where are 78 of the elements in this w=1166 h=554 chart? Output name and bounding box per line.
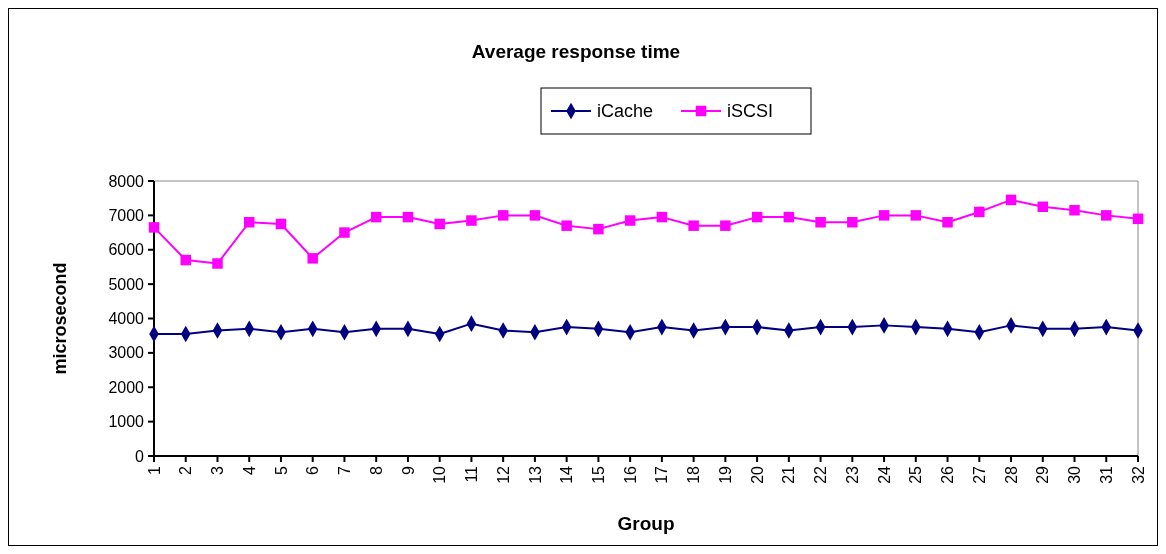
- legend-label: iSCSI: [727, 101, 774, 122]
- x-axis-title: Group: [617, 513, 675, 534]
- x-tick-label: 2: [177, 465, 195, 475]
- x-tick-label: 11: [463, 465, 481, 483]
- point: [815, 217, 826, 228]
- y-tick-label: 3000: [108, 344, 145, 362]
- point: [720, 220, 731, 231]
- x-tick-label: 14: [558, 465, 576, 484]
- x-tick-label: 12: [494, 465, 512, 484]
- chart-title: Average response time: [471, 41, 681, 62]
- point: [307, 253, 318, 264]
- point: [847, 217, 858, 228]
- x-tick-label: 4: [240, 465, 258, 475]
- point: [942, 217, 953, 228]
- x-tick-label: 21: [780, 465, 798, 484]
- point: [783, 211, 795, 223]
- point: [402, 211, 414, 223]
- point: [148, 222, 160, 233]
- point: [339, 227, 350, 238]
- point: [656, 211, 668, 223]
- y-tick-label: 0: [135, 447, 145, 465]
- point: [1069, 204, 1080, 216]
- point: [180, 254, 191, 266]
- x-tick-label: 32: [1129, 465, 1147, 484]
- point: [878, 210, 890, 221]
- x-tick-label: 26: [939, 465, 957, 484]
- y-tick-label: 7000: [108, 206, 145, 224]
- x-tick-label: 15: [589, 465, 607, 484]
- point: [561, 220, 572, 231]
- point: [751, 211, 763, 223]
- point: [974, 206, 985, 218]
- x-tick-label: 16: [621, 465, 639, 484]
- point: [497, 210, 509, 221]
- x-tick-label: 5: [272, 465, 290, 475]
- point: [529, 210, 541, 221]
- x-tick-label: 25: [907, 465, 925, 484]
- point: [1005, 194, 1017, 206]
- x-tick-label: 19: [716, 465, 734, 484]
- x-tick-label: 20: [748, 465, 766, 484]
- point: [243, 217, 255, 228]
- x-tick-label: 22: [812, 465, 830, 484]
- x-tick-label: 7: [336, 465, 354, 475]
- y-tick-label: 5000: [108, 275, 145, 293]
- point: [624, 215, 636, 226]
- x-tick-label: 8: [367, 465, 385, 475]
- point: [370, 211, 382, 223]
- x-tick-label: 17: [653, 465, 671, 484]
- x-tick-label: 30: [1066, 465, 1084, 484]
- point: [275, 218, 287, 230]
- x-tick-label: 24: [875, 465, 893, 484]
- y-tick-label: 4000: [108, 310, 145, 328]
- y-tick-label: 2000: [108, 378, 145, 396]
- x-tick-label: 6: [304, 465, 322, 475]
- point: [466, 215, 477, 226]
- x-tick-label: 13: [526, 465, 544, 484]
- x-tick-label: 1: [145, 465, 163, 475]
- y-axis-title: microsecond: [50, 262, 70, 375]
- point: [1132, 213, 1144, 225]
- x-tick-label: 18: [685, 465, 703, 484]
- x-tick-label: 31: [1097, 465, 1115, 484]
- x-tick-label: 10: [431, 465, 449, 484]
- y-tick-label: 6000: [108, 241, 145, 259]
- point: [910, 210, 922, 221]
- legend-label: iCache: [597, 101, 654, 122]
- point: [434, 218, 445, 230]
- x-tick-label: 3: [209, 465, 227, 475]
- point: [593, 223, 604, 235]
- x-tick-label: 28: [1002, 465, 1020, 484]
- point: [1037, 201, 1049, 213]
- y-tick-label: 8000: [108, 172, 145, 190]
- point: [688, 220, 699, 231]
- x-tick-label: 9: [399, 465, 417, 475]
- x-tick-label: 29: [1034, 465, 1052, 484]
- y-tick-label: 1000: [108, 413, 145, 431]
- x-tick-label: 27: [970, 465, 988, 484]
- point: [212, 258, 223, 269]
- point: [1101, 210, 1112, 221]
- x-tick-label: 23: [843, 465, 861, 484]
